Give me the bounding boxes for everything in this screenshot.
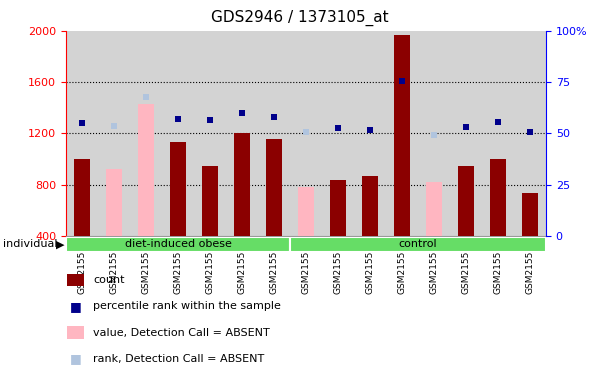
Bar xyxy=(458,166,474,236)
Bar xyxy=(490,159,506,236)
Text: value, Detection Call = ABSENT: value, Detection Call = ABSENT xyxy=(93,328,270,338)
Text: ■: ■ xyxy=(70,300,82,313)
Text: rank, Detection Call = ABSENT: rank, Detection Call = ABSENT xyxy=(93,354,264,364)
Text: count: count xyxy=(93,275,125,285)
Bar xyxy=(138,104,154,236)
Bar xyxy=(234,134,250,236)
Text: individual: individual xyxy=(3,239,58,249)
Bar xyxy=(522,192,538,236)
Bar xyxy=(330,180,346,236)
Bar xyxy=(202,166,218,236)
Text: ■: ■ xyxy=(70,352,82,365)
Bar xyxy=(66,237,290,252)
Text: ▶: ▶ xyxy=(56,239,64,249)
Bar xyxy=(106,169,122,236)
Bar xyxy=(394,35,410,236)
Bar xyxy=(426,182,442,236)
Text: percentile rank within the sample: percentile rank within the sample xyxy=(93,301,281,311)
Text: GDS2946 / 1373105_at: GDS2946 / 1373105_at xyxy=(211,10,389,26)
Bar xyxy=(170,142,186,236)
Text: control: control xyxy=(398,239,437,249)
Bar xyxy=(266,139,282,236)
Bar xyxy=(74,159,90,236)
Text: diet-induced obese: diet-induced obese xyxy=(125,239,232,249)
Bar xyxy=(298,187,314,236)
Bar xyxy=(362,176,378,236)
Bar xyxy=(290,237,546,252)
